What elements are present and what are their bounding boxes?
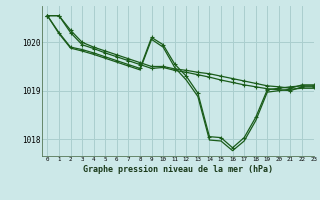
X-axis label: Graphe pression niveau de la mer (hPa): Graphe pression niveau de la mer (hPa) bbox=[83, 165, 273, 174]
